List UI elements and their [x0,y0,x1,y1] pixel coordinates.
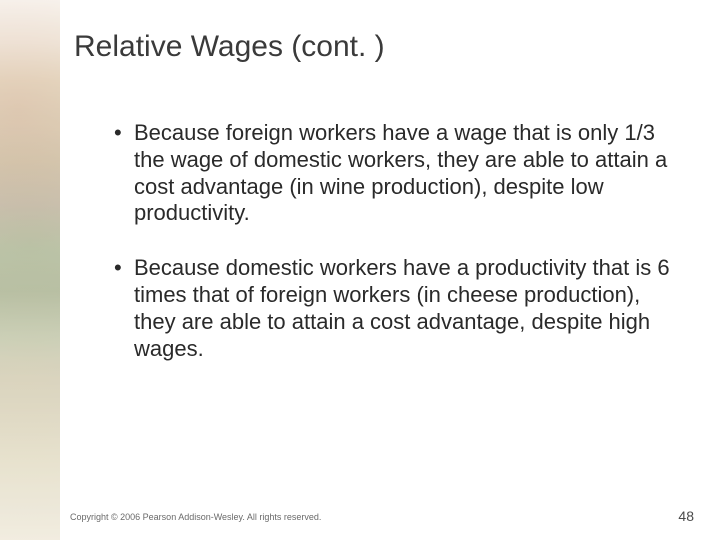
page-number: 48 [678,508,694,524]
bullet-list: Because foreign workers have a wage that… [114,120,670,363]
decorative-sidebar [0,0,60,540]
slide-content: Relative Wages (cont. ) Because foreign … [70,30,690,510]
bullet-item: Because foreign workers have a wage that… [114,120,670,227]
bullet-item: Because domestic workers have a producti… [114,255,670,362]
copyright-footer: Copyright © 2006 Pearson Addison-Wesley.… [70,512,321,522]
slide-title: Relative Wages (cont. ) [74,30,690,64]
